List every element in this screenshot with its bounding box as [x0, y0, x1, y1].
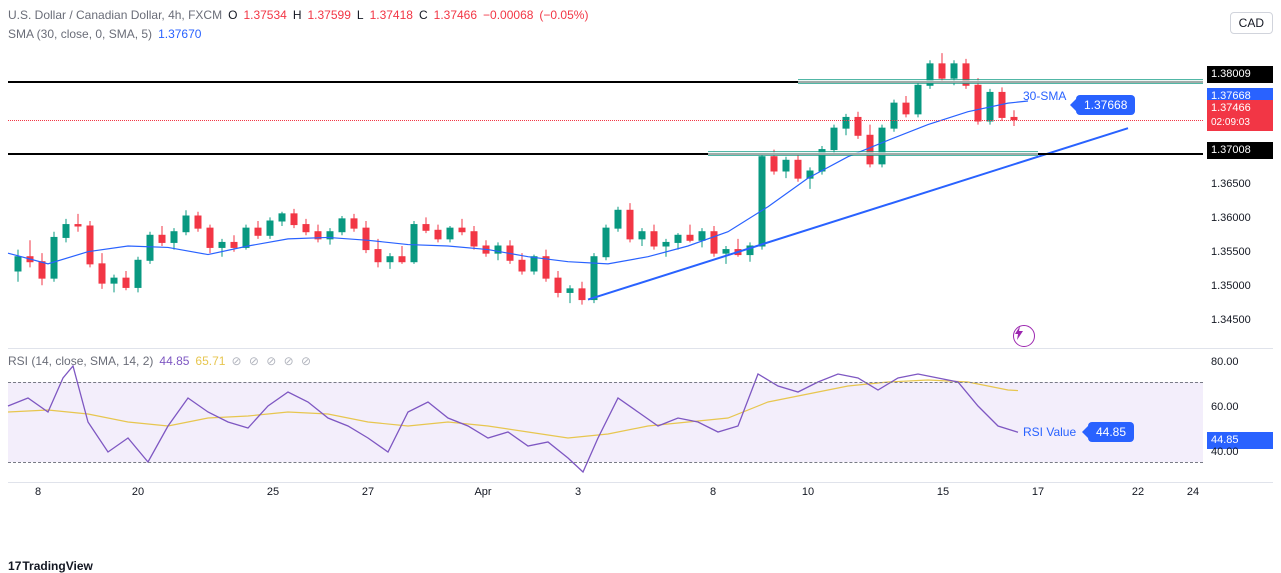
ohlc-o-label: O — [228, 8, 237, 22]
price-axis-tick: 1.35500 — [1211, 246, 1251, 258]
pane-separator[interactable] — [8, 348, 1273, 349]
ohlc-o: 1.37534 — [243, 8, 286, 22]
rsi-axis-tick: 60.00 — [1211, 401, 1239, 413]
change-abs: −0.00068 — [483, 8, 533, 22]
axis-separator — [8, 482, 1273, 483]
rsi-axis-tick: 40.00 — [1211, 446, 1239, 458]
sma-legend: SMA (30, close, 0, SMA, 5) 1.37670 — [8, 26, 1273, 42]
rsi-annotation: RSI Value — [1023, 425, 1076, 439]
ohlc-c-label: C — [419, 8, 428, 22]
time-axis-tick: 17 — [1032, 486, 1044, 498]
time-axis-tick: 20 — [132, 486, 144, 498]
ohlc-c: 1.37466 — [434, 8, 477, 22]
time-axis-tick: 8 — [710, 486, 716, 498]
bolt-icon[interactable] — [1013, 325, 1035, 347]
time-axis-tick: 8 — [35, 486, 41, 498]
rsi-pane[interactable]: RSI (14, close, SMA, 14, 2) 44.85 65.71 … — [8, 352, 1203, 482]
rsi-upper-band — [8, 382, 1203, 383]
last-price-line — [8, 120, 1203, 121]
sma-value-callout: 1.37668 — [1076, 95, 1135, 115]
price-axis-tick: 1.36500 — [1211, 178, 1251, 190]
rsi-axis-tick: 80.00 — [1211, 356, 1239, 368]
price-axis-badge: 02:09:03 — [1207, 114, 1273, 131]
support-zone — [708, 151, 1038, 156]
change-pct: (−0.05%) — [539, 8, 588, 22]
time-axis-tick: 24 — [1187, 486, 1199, 498]
price-axis-tick: 1.36000 — [1211, 212, 1251, 224]
time-axis[interactable]: 8 20 25 27 Apr 3 8 10 15 17 22 24 — [8, 484, 1203, 504]
price-chart-pane[interactable]: 30-SMA 1.37668 — [8, 46, 1203, 346]
price-axis-badge: 1.37008 — [1207, 142, 1273, 159]
price-axis-badge: 1.38009 — [1207, 66, 1273, 83]
currency-selector[interactable]: CAD — [1230, 12, 1273, 34]
time-axis-tick: 3 — [575, 486, 581, 498]
rsi-value-callout: 44.85 — [1088, 422, 1134, 442]
tradingview-watermark[interactable]: 17 TradingView — [8, 559, 93, 573]
time-axis-tick: 10 — [802, 486, 814, 498]
sma-legend-label[interactable]: SMA (30, close, 0, SMA, 5) — [8, 27, 152, 41]
resistance-zone — [798, 79, 1203, 84]
chart-header: U.S. Dollar / Canadian Dollar, 4h, FXCM … — [8, 6, 1273, 24]
time-axis-tick: 22 — [1132, 486, 1144, 498]
time-axis-tick: 27 — [362, 486, 374, 498]
time-axis-tick: Apr — [474, 486, 491, 498]
time-axis-tick: 15 — [937, 486, 949, 498]
sma-legend-value: 1.37670 — [158, 27, 201, 41]
tv-logo-icon: 17 — [8, 559, 18, 573]
ohlc-l: 1.37418 — [370, 8, 413, 22]
time-axis-tick: 25 — [267, 486, 279, 498]
rsi-lower-band — [8, 462, 1203, 463]
symbol-title[interactable]: U.S. Dollar / Canadian Dollar, 4h, FXCM — [8, 8, 222, 22]
ohlc-h: 1.37599 — [308, 8, 351, 22]
sma-annotation: 30-SMA — [1023, 89, 1066, 103]
ohlc-h-label: H — [293, 8, 302, 22]
price-axis-tick: 1.34500 — [1211, 314, 1251, 326]
ohlc-l-label: L — [357, 8, 364, 22]
price-axis-tick: 1.35000 — [1211, 280, 1251, 292]
